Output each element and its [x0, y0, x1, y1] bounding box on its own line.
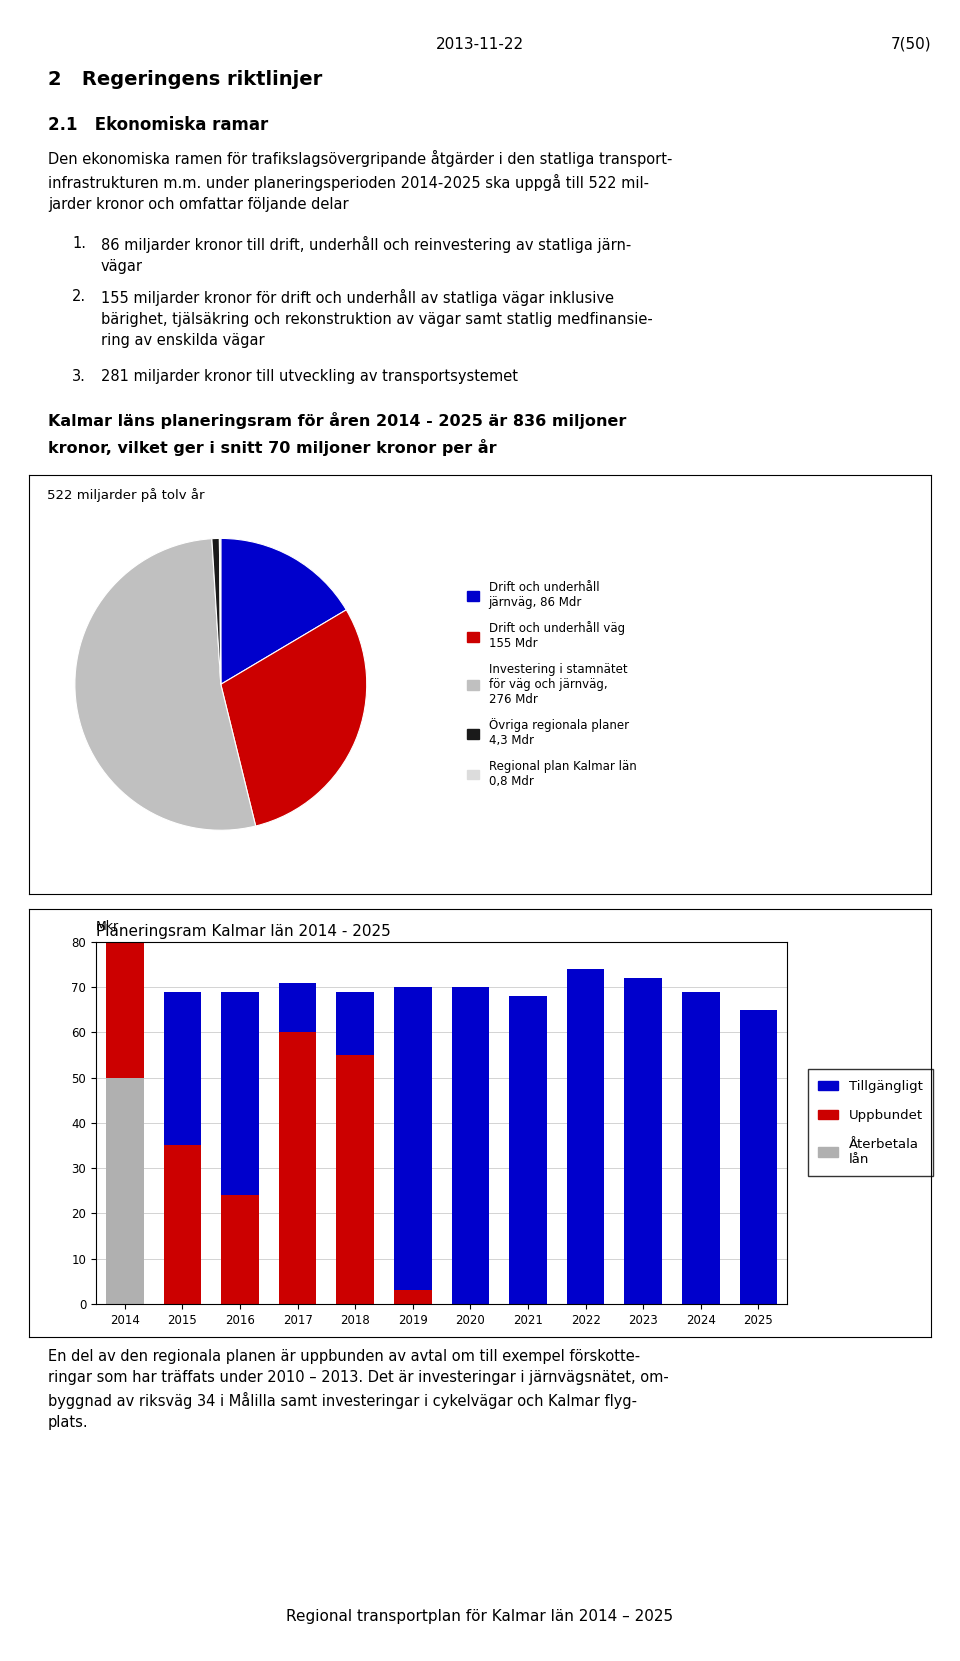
- Bar: [509, 997, 547, 1304]
- Text: Planeringsram Kalmar län 2014 - 2025: Planeringsram Kalmar län 2014 - 2025: [96, 924, 391, 938]
- Bar: [451, 987, 489, 1304]
- Text: En del av den regionala planen är uppbunden av avtal om till exempel förskotte-
: En del av den regionala planen är uppbun…: [48, 1349, 669, 1430]
- Text: 7(50): 7(50): [891, 37, 931, 51]
- Bar: [394, 987, 431, 1291]
- Text: Regional transportplan för Kalmar län 2014 – 2025: Regional transportplan för Kalmar län 20…: [286, 1610, 674, 1624]
- Text: 2   Regeringens riktlinjer: 2 Regeringens riktlinjer: [48, 70, 323, 88]
- Legend: Drift och underhåll
järnväg, 86 Mdr, Drift och underhåll väg
155 Mdr, Investerin: Drift och underhåll järnväg, 86 Mdr, Dri…: [464, 578, 640, 791]
- Text: 281 miljarder kronor till utveckling av transportsystemet: 281 miljarder kronor till utveckling av …: [101, 369, 517, 384]
- Text: Mkr: Mkr: [96, 920, 119, 933]
- Bar: [739, 1010, 778, 1304]
- Text: 1.: 1.: [72, 236, 86, 251]
- Bar: [336, 1055, 373, 1304]
- Text: Den ekonomiska ramen för trafikslagsövergripande åtgärder i den statliga transpo: Den ekonomiska ramen för trafikslagsöver…: [48, 149, 672, 211]
- Bar: [278, 1031, 317, 1304]
- Legend: Tillgängligt, Uppbundet, Återbetala
lån: Tillgängligt, Uppbundet, Återbetala lån: [807, 1070, 933, 1176]
- Text: 155 miljarder kronor för drift och underhåll av statliga vägar inklusive
bärighe: 155 miljarder kronor för drift och under…: [101, 289, 653, 349]
- Text: kronor, vilket ger i snitt 70 miljoner kronor per år: kronor, vilket ger i snitt 70 miljoner k…: [48, 439, 496, 455]
- Wedge shape: [220, 538, 221, 684]
- Bar: [221, 992, 258, 1196]
- Bar: [278, 983, 317, 1031]
- Bar: [163, 992, 202, 1146]
- Bar: [106, 1078, 143, 1304]
- Text: 3.: 3.: [72, 369, 85, 384]
- Bar: [566, 968, 604, 1304]
- Bar: [682, 992, 720, 1304]
- Text: 86 miljarder kronor till drift, underhåll och reinvestering av statliga järn-
vä: 86 miljarder kronor till drift, underhål…: [101, 236, 631, 274]
- Bar: [221, 1196, 258, 1304]
- Bar: [163, 1146, 202, 1304]
- Text: 2013-11-22: 2013-11-22: [436, 37, 524, 51]
- Wedge shape: [212, 538, 221, 684]
- Bar: [106, 850, 143, 1078]
- Bar: [106, 756, 143, 850]
- Text: 522 miljarder på tolv år: 522 miljarder på tolv år: [47, 488, 204, 502]
- Text: Kalmar läns planeringsram för åren 2014 - 2025 är 836 miljoner: Kalmar läns planeringsram för åren 2014 …: [48, 412, 626, 429]
- Bar: [624, 978, 662, 1304]
- Wedge shape: [221, 610, 367, 826]
- Wedge shape: [221, 538, 347, 684]
- Bar: [336, 992, 373, 1055]
- Text: 2.: 2.: [72, 289, 86, 304]
- Wedge shape: [75, 538, 255, 830]
- Bar: [394, 1291, 431, 1304]
- Text: 2.1   Ekonomiska ramar: 2.1 Ekonomiska ramar: [48, 116, 268, 135]
